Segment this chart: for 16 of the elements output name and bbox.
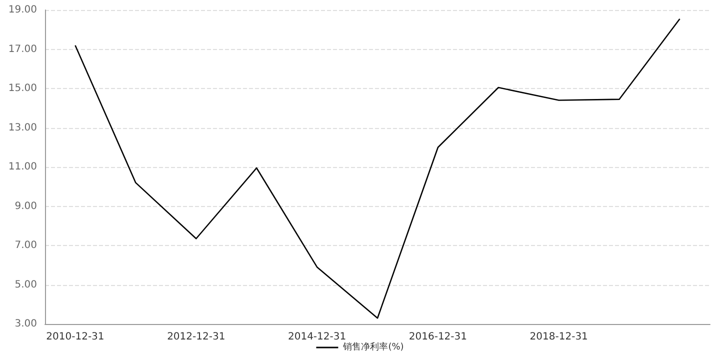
x-tick-label: 2016-12-31 [408, 332, 468, 342]
x-tick-label: 2018-12-31 [530, 332, 588, 342]
y-tick-label: 3.00 [14, 318, 37, 330]
x-tick-label: 2012-12-31 [167, 332, 226, 342]
line-series [74, 18, 680, 319]
x-tick-label: 2010-12-31 [46, 332, 104, 342]
legend-label: 销售净利率(%) [342, 342, 404, 352]
x-tick-label: 2014-12-31 [288, 332, 346, 342]
y-tick-label: 13.00 [8, 122, 37, 134]
y-tick-label: 5.00 [14, 279, 37, 290]
y-tick-label: 11.00 [8, 162, 37, 172]
y-tick-label: 19.00 [8, 4, 37, 16]
y-tick-label: 15.00 [8, 83, 37, 94]
y-tick-label: 9.00 [14, 200, 37, 212]
y-tick-label: 17.00 [8, 44, 37, 55]
y-tick-label: 7.00 [14, 240, 37, 251]
